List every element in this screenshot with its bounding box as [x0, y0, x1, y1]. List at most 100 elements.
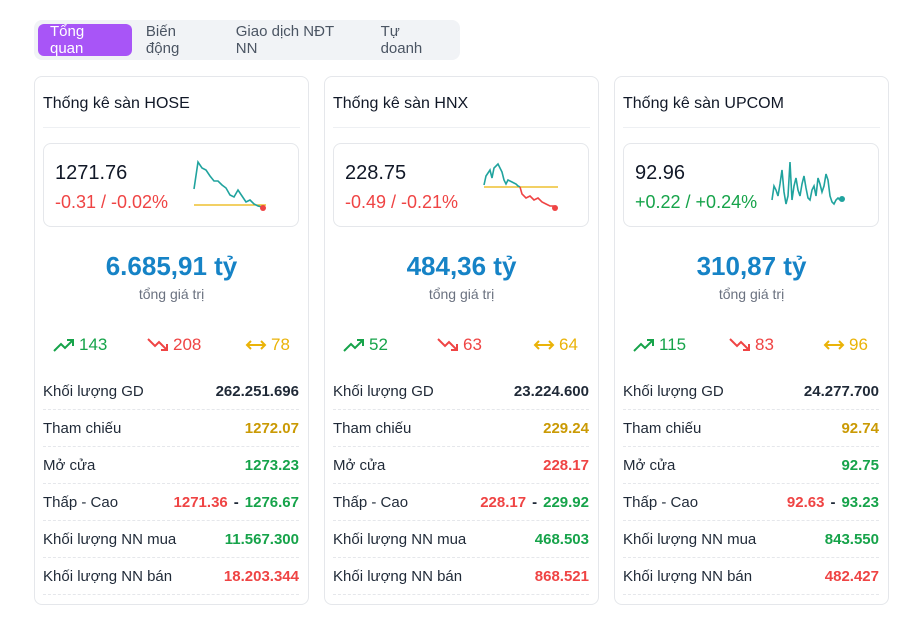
advances-count: 115 — [633, 335, 686, 355]
index-change: -0.31 / -0.02% — [55, 192, 169, 212]
stat-label: Thấp - Cao — [333, 493, 409, 511]
index-price: 92.96 — [635, 162, 686, 184]
stat-row-low-high: Thấp - Cao 228.17-229.92 — [333, 484, 589, 521]
total-value-label: tổng giá trị — [138, 286, 205, 302]
stat-label: Tham chiếu — [623, 419, 702, 437]
stat-row-volume: Khối lượng GD 24.277.700 — [623, 373, 879, 410]
stat-label: Khối lượng GD — [333, 382, 434, 400]
trending-up-icon — [633, 339, 654, 352]
low-value: 228.17 — [480, 493, 527, 511]
stat-row-low-high: Thấp - Cao 92.63-93.23 — [623, 484, 879, 521]
total-value: 484,36 tỷ — [406, 251, 517, 281]
total-value: 310,87 tỷ — [696, 251, 807, 281]
card-title: Thống kê sàn HOSE — [43, 95, 300, 128]
tab-fluctuation[interactable]: Biến động — [145, 23, 180, 57]
card-title: Thống kê sàn UPCOM — [623, 95, 880, 128]
sparkline-chart — [483, 162, 558, 211]
stat-label: Khối lượng NN mua — [623, 530, 757, 548]
advances-value: 115 — [659, 335, 687, 354]
tab-overview[interactable]: Tổng quan — [38, 23, 132, 57]
low-value: 92.63 — [786, 493, 825, 511]
breadth-counts: 115 83 96 — [615, 335, 888, 359]
stat-label: Tham chiếu — [43, 419, 122, 437]
stat-label: Thấp - Cao — [623, 493, 699, 511]
stat-row-reference: Tham chiếu 92.74 — [623, 410, 879, 447]
stat-value: 92.75 — [841, 456, 879, 474]
stat-label: Khối lượng NN bán — [43, 567, 173, 585]
stat-row-open: Mở cửa 228.17 — [333, 447, 589, 484]
total-value-label: tổng giá trị — [428, 286, 495, 302]
sparkline-chart — [771, 161, 845, 206]
stat-label: Khối lượng GD — [43, 382, 144, 400]
stat-value: 23.224.600 — [513, 382, 589, 400]
advances-value: 52 — [369, 335, 388, 354]
trending-down-icon — [437, 338, 458, 351]
stat-row-low-high: Thấp - Cao 1271.36-1276.67 — [43, 484, 299, 521]
trending-up-icon — [343, 339, 364, 352]
stat-label: Khối lượng GD — [623, 382, 724, 400]
arrows-horizontal-icon — [533, 340, 555, 350]
stat-value: 482.427 — [824, 567, 879, 585]
low-value: 1271.36 — [173, 493, 228, 511]
high-value: 229.92 — [543, 493, 589, 511]
stat-row-foreign-sell: Khối lượng NN bán 482.427 — [623, 558, 879, 595]
stat-label: Mở cửa — [333, 456, 386, 474]
exchange-card-upcom: Thống kê sàn UPCOM 92.96 +0.22 / +0.24% … — [614, 76, 889, 605]
trending-down-icon — [729, 338, 750, 351]
high-value: 93.23 — [841, 493, 879, 511]
stat-label: Tham chiếu — [333, 419, 412, 437]
stat-label: Khối lượng NN mua — [333, 530, 467, 548]
index-summary[interactable]: 92.96 +0.22 / +0.24% — [623, 143, 879, 227]
stat-row-foreign-buy: Khối lượng NN mua 468.503 — [333, 521, 589, 558]
stats-table: Khối lượng GD 24.277.700 Tham chiếu 92.74 … — [623, 373, 879, 595]
stat-value: 92.74 — [841, 419, 879, 437]
index-summary[interactable]: 1271.76 -0.31 / -0.02% — [43, 143, 299, 227]
stat-value: 843.550 — [824, 530, 879, 548]
stat-label: Mở cửa — [43, 456, 96, 474]
stat-row-foreign-buy: Khối lượng NN mua 843.550 — [623, 521, 879, 558]
stats-table: Khối lượng GD 262.251.696 Tham chiếu 1272.… — [43, 373, 299, 595]
declines-count: 208 — [147, 335, 201, 355]
index-summary[interactable]: 228.75 -0.49 / -0.21% — [333, 143, 589, 227]
stat-label: Khối lượng NN bán — [623, 567, 753, 585]
unchanged-value: 64 — [559, 335, 578, 354]
stat-row-reference: Tham chiếu 229.24 — [333, 410, 589, 447]
stat-row-open: Mở cửa 92.75 — [623, 447, 879, 484]
declines-value: 208 — [173, 335, 202, 354]
stat-row-volume: Khối lượng GD 262.251.696 — [43, 373, 299, 410]
unchanged-value: 96 — [849, 335, 868, 354]
card-title: Thống kê sàn HNX — [333, 95, 590, 128]
stat-value: 1273.23 — [244, 456, 299, 474]
tab-proprietary[interactable]: Tự doanh — [380, 23, 423, 57]
advances-count: 143 — [53, 335, 107, 355]
unchanged-count: 64 — [533, 335, 578, 355]
trending-down-icon — [147, 338, 168, 351]
stat-label: Mở cửa — [623, 456, 676, 474]
stat-value: 11.567.300 — [224, 530, 299, 548]
trending-up-icon — [53, 339, 74, 352]
high-value: 1276.67 — [244, 493, 299, 511]
stat-row-volume: Khối lượng GD 23.224.600 — [333, 373, 589, 410]
stat-label: Khối lượng NN bán — [333, 567, 463, 585]
total-value-label: tổng giá trị — [718, 286, 785, 302]
index-change: +0.22 / +0.24% — [635, 192, 758, 212]
stat-label: Thấp - Cao — [43, 493, 119, 511]
stat-value: 24.277.700 — [803, 382, 879, 400]
tab-foreign-trading[interactable]: Giao dịch NĐT NN — [235, 23, 334, 57]
stat-value: 1272.07 — [244, 419, 299, 437]
advances-count: 52 — [343, 335, 388, 355]
stat-row-reference: Tham chiếu 1272.07 — [43, 410, 299, 447]
stat-row-open: Mở cửa 1273.23 — [43, 447, 299, 484]
declines-value: 83 — [755, 335, 774, 354]
breadth-counts: 52 63 64 — [325, 335, 598, 359]
stat-value: 468.503 — [534, 530, 589, 548]
stat-value: 262.251.696 — [215, 382, 299, 400]
declines-count: 83 — [729, 335, 774, 355]
index-price: 1271.76 — [55, 162, 128, 184]
index-price: 228.75 — [345, 162, 407, 184]
sparkline-chart — [193, 159, 266, 211]
stat-value: 868.521 — [534, 567, 589, 585]
exchange-card-hnx: Thống kê sàn HNX 228.75 -0.49 / -0.21% 4… — [324, 76, 599, 605]
unchanged-value: 78 — [271, 335, 290, 354]
advances-value: 143 — [79, 335, 108, 354]
